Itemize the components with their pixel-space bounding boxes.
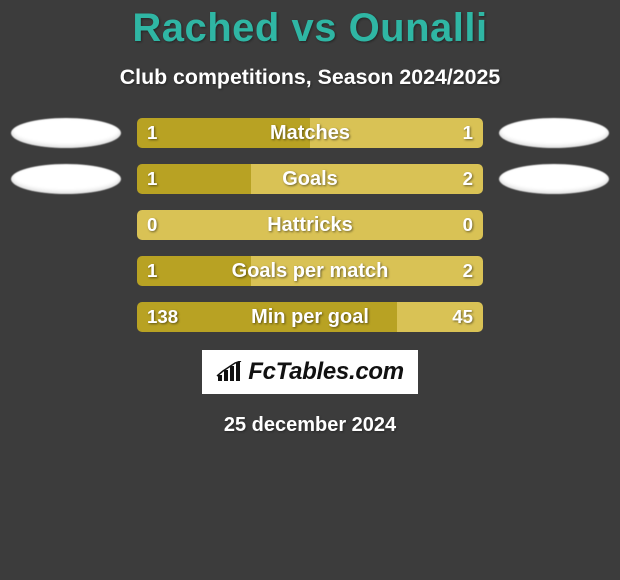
stat-label: Min per goal bbox=[137, 302, 483, 332]
player-marker-left bbox=[11, 118, 121, 148]
spacer bbox=[11, 210, 121, 240]
stat-label: Hattricks bbox=[137, 210, 483, 240]
player-marker-right bbox=[499, 164, 609, 194]
stat-row: Hattricks0 0 bbox=[0, 210, 620, 240]
stat-value-right: 2 bbox=[463, 164, 473, 194]
spacer bbox=[11, 302, 121, 332]
brand-text: FcTables.com bbox=[248, 358, 404, 386]
stat-bar: Hattricks0 0 bbox=[137, 210, 483, 240]
spacer bbox=[499, 256, 609, 286]
stat-label: Goals bbox=[137, 164, 483, 194]
stat-value-right: 2 bbox=[463, 256, 473, 286]
page-title: Rached vs Ounalli bbox=[0, 6, 620, 51]
date-text: 25 december 2024 bbox=[0, 414, 620, 437]
stat-value-left: 138 bbox=[147, 302, 178, 332]
stat-bar: Goals per match1 2 bbox=[137, 256, 483, 286]
stat-value-left: 0 bbox=[147, 210, 157, 240]
brand-box: FcTables.com bbox=[202, 350, 418, 394]
spacer bbox=[11, 256, 121, 286]
player-marker-right bbox=[499, 118, 609, 148]
stat-value-right: 1 bbox=[463, 118, 473, 148]
stats-list: Matches11Goals12Hattricks00Goals per mat… bbox=[0, 118, 620, 332]
spacer bbox=[499, 302, 609, 332]
stat-value-right: 45 bbox=[452, 302, 473, 332]
subtitle: Club competitions, Season 2024/2025 bbox=[0, 65, 620, 90]
stat-row: Min per goal138 45 bbox=[0, 302, 620, 332]
stat-row: Goals per match1 2 bbox=[0, 256, 620, 286]
stat-label: Matches bbox=[137, 118, 483, 148]
stat-value-left: 1 bbox=[147, 164, 157, 194]
bar-chart-icon bbox=[216, 361, 242, 383]
stat-value-left: 1 bbox=[147, 256, 157, 286]
stat-bar: Min per goal138 45 bbox=[137, 302, 483, 332]
comparison-infographic: Rached vs Ounalli Club competitions, Sea… bbox=[0, 0, 620, 580]
stat-bar: Goals1 2 bbox=[137, 164, 483, 194]
stat-value-left: 1 bbox=[147, 118, 157, 148]
stat-row: Matches1 1 bbox=[0, 118, 620, 148]
stat-row: Goals1 2 bbox=[0, 164, 620, 194]
spacer bbox=[499, 210, 609, 240]
stat-bar: Matches1 1 bbox=[137, 118, 483, 148]
stat-value-right: 0 bbox=[463, 210, 473, 240]
player-marker-left bbox=[11, 164, 121, 194]
stat-label: Goals per match bbox=[137, 256, 483, 286]
